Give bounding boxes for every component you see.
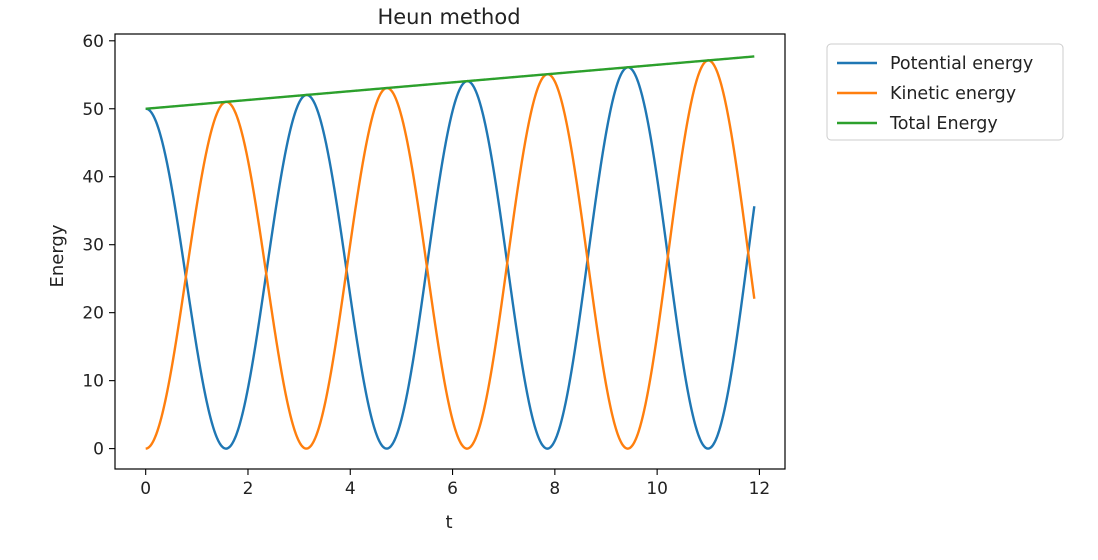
x-tick-label: 12	[749, 479, 771, 499]
x-tick-label: 10	[646, 479, 668, 499]
y-tick-label: 30	[82, 236, 104, 256]
x-tick-label: 2	[243, 479, 254, 499]
legend-label-total-energy: Total Energy	[889, 114, 998, 134]
legend-label-kinetic-energy: Kinetic energy	[890, 84, 1016, 104]
series-line-total-energy	[145, 55, 755, 110]
legend-label-potential-energy: Potential energy	[890, 54, 1033, 74]
y-tick-label: 0	[93, 440, 104, 460]
legend-frame	[826, 43, 1064, 141]
x-tick-label: 0	[140, 479, 151, 499]
y-tick-label: 50	[82, 100, 104, 120]
y-tick-label: 40	[82, 168, 104, 188]
y-tick-label: 60	[82, 32, 104, 52]
x-tick-label: 4	[345, 479, 356, 499]
legend: Potential energy Kinetic energy Total Ener…	[826, 43, 1064, 141]
series-line-kinetic-energy	[145, 59, 756, 450]
chart-title: Heun method	[377, 5, 520, 29]
x-tick-label: 6	[447, 479, 458, 499]
x-axis-label: t	[445, 512, 452, 533]
y-tick-label: 20	[82, 304, 104, 324]
y-axis-label: Energy	[47, 224, 68, 287]
plot-frame	[114, 33, 786, 470]
y-tick-label: 10	[82, 372, 104, 392]
series-line-potential-energy	[145, 66, 756, 450]
x-tick-label: 8	[549, 479, 560, 499]
